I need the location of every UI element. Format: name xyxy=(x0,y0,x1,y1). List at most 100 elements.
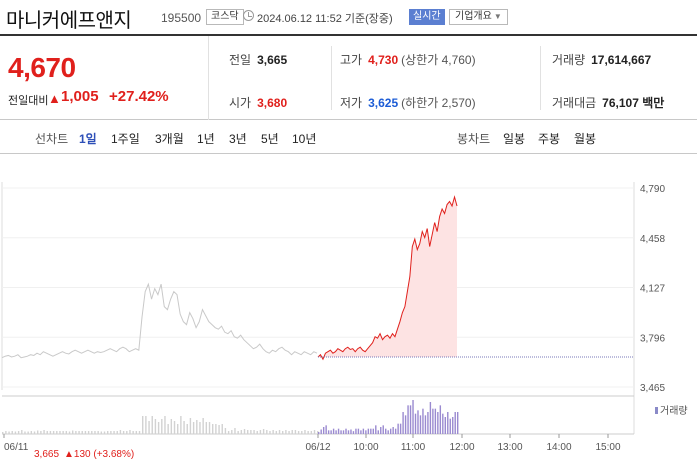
volume-bar xyxy=(11,431,13,434)
volume-bar xyxy=(282,431,284,434)
volume-bar xyxy=(429,402,432,434)
volume-bar xyxy=(266,430,268,434)
volume-bar xyxy=(325,425,327,434)
volume-bar xyxy=(56,431,58,434)
tab-weekly[interactable]: 주봉 xyxy=(538,132,561,146)
volume-bar xyxy=(442,413,444,434)
volume-bar xyxy=(65,431,68,434)
prev-footer-change: ▲130 (+3.68%) xyxy=(64,449,134,460)
open-label: 시가 xyxy=(229,96,252,110)
divider xyxy=(331,46,332,110)
volume-bar xyxy=(250,430,252,434)
volume-bar xyxy=(399,423,402,434)
volume-bar xyxy=(340,430,342,434)
volume-bar xyxy=(2,432,4,434)
prev-close-value: 3,665 xyxy=(257,53,288,67)
volume-bar xyxy=(37,430,39,434)
volume-bar xyxy=(84,431,87,434)
tab-monthly[interactable]: 월봉 xyxy=(574,132,597,146)
volume-bar xyxy=(59,431,61,434)
volume-bar xyxy=(318,432,320,434)
tab-1d[interactable]: 1일 xyxy=(79,132,97,146)
volume-bar xyxy=(357,428,360,434)
realtime-button[interactable]: 실시간 xyxy=(409,9,445,25)
volume-bar xyxy=(427,412,429,434)
stock-code: 195500 xyxy=(161,11,202,25)
volume-bar xyxy=(148,421,150,434)
volume-bar xyxy=(151,416,153,434)
volume-bar xyxy=(447,412,449,434)
volume-bar xyxy=(234,428,236,434)
volume-bar xyxy=(215,424,217,434)
volume-bar xyxy=(81,431,83,434)
volume-legend-swatch xyxy=(655,407,658,414)
y-tick-label: 3,796 xyxy=(640,333,665,344)
candle-chart-label: 봉차트 xyxy=(457,132,491,146)
chart-tabs: 선차트 1일 1주일 3개월 1년 3년 5년 10년 봉차트 일봉 주봉 월봉 xyxy=(0,120,697,154)
tab-1w[interactable]: 1주일 xyxy=(111,132,140,146)
volume-bar xyxy=(382,425,384,434)
volume-bar xyxy=(72,430,74,434)
volume-bar xyxy=(221,424,223,434)
tab-1y[interactable]: 1년 xyxy=(197,132,215,146)
x-tick-label: 10:00 xyxy=(353,442,378,453)
volume-bar xyxy=(202,418,204,434)
volume-bar xyxy=(342,430,345,434)
company-info-button[interactable]: 기업개요 ▼ xyxy=(449,9,508,25)
price-panel: 4,670 전일대비 ▲ 1,005 +27.42% 전일 3,665 시가 3,6… xyxy=(0,34,697,120)
volume-bar xyxy=(439,405,442,434)
volume-bar xyxy=(40,431,42,434)
low-value: 3,625 xyxy=(368,96,399,110)
volume-bar xyxy=(419,415,422,434)
volume-bar xyxy=(387,430,389,434)
y-tick-label: 3,465 xyxy=(640,383,665,394)
as-of-time: 2024.06.12 11:52 기준(장중) xyxy=(257,13,393,25)
volume-bar xyxy=(173,421,176,434)
volume-bar xyxy=(164,416,166,434)
volume-bar xyxy=(394,428,397,434)
volume-bar xyxy=(52,431,55,434)
volume-bar xyxy=(313,430,316,434)
low-label: 저가 xyxy=(340,96,363,110)
volume-bar xyxy=(208,422,211,434)
volume-bar xyxy=(350,429,352,434)
volume-legend-label: 거래량 xyxy=(660,405,688,417)
chart-bg xyxy=(0,154,697,465)
tab-daily[interactable]: 일봉 xyxy=(503,132,526,146)
volume-bar xyxy=(409,405,412,434)
volume-bar xyxy=(424,415,427,434)
tab-3y[interactable]: 3년 xyxy=(229,132,247,146)
volume-bar xyxy=(380,427,382,434)
volume-bar xyxy=(355,428,357,434)
volume-bar xyxy=(310,431,313,434)
volume-bar xyxy=(304,430,306,434)
volume-bar xyxy=(116,431,118,434)
volume-bar xyxy=(142,416,144,434)
high-value: 4,730 xyxy=(368,53,399,67)
volume-bar xyxy=(33,431,36,434)
volume-bar xyxy=(218,425,220,434)
volume-bar xyxy=(288,431,290,434)
prev-day-line xyxy=(1,282,318,359)
volume-bar xyxy=(367,428,370,434)
volume-bar xyxy=(291,430,293,434)
x-tick-label: 11:00 xyxy=(401,442,426,453)
open-price: 시가 3,680 xyxy=(229,94,287,111)
volume-bar xyxy=(97,431,99,434)
y-tick-label: 4,458 xyxy=(640,234,665,245)
tab-5y[interactable]: 5년 xyxy=(261,132,279,146)
prev-close-label: 전일 xyxy=(229,53,252,67)
x-tick-label: 06/12 xyxy=(305,442,330,453)
volume-bar xyxy=(417,410,419,434)
tab-3m[interactable]: 3개월 xyxy=(155,132,184,146)
volume-bar xyxy=(129,430,131,434)
volume-bar xyxy=(138,431,141,434)
stock-header: 마니커에프앤지 195500 코스닥 2024.06.12 11:52 기준(장… xyxy=(0,0,697,34)
tab-10y[interactable]: 10년 xyxy=(292,132,317,146)
volume-bar xyxy=(119,430,122,434)
x-tick-label: 06/11 xyxy=(4,442,29,453)
upper-limit: (상한가 4,760) xyxy=(401,53,476,67)
volume-bar xyxy=(407,405,409,434)
market-badge: 코스닥 xyxy=(206,9,244,25)
volume-bar xyxy=(392,427,394,434)
